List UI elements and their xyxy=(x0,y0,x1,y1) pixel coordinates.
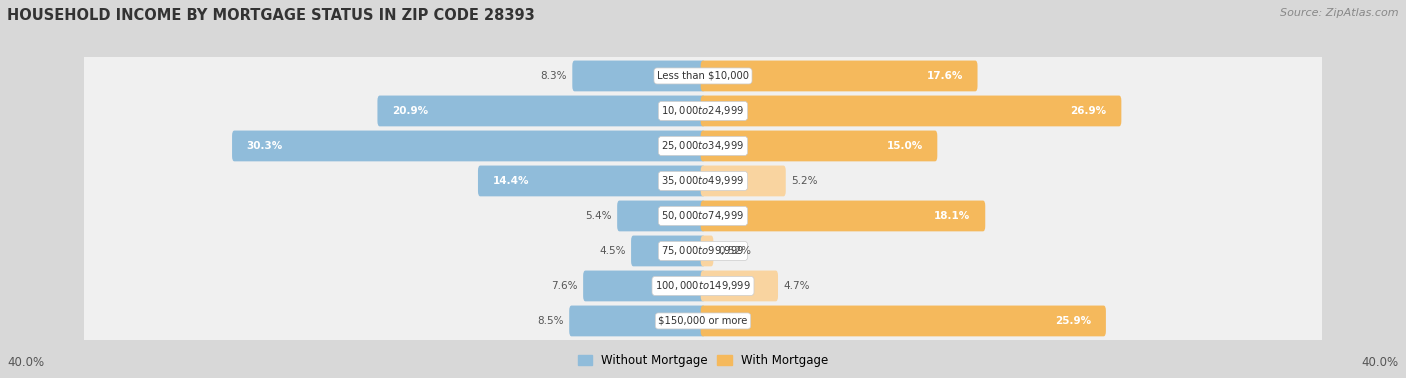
Text: 14.4%: 14.4% xyxy=(492,176,529,186)
Text: 5.4%: 5.4% xyxy=(585,211,612,221)
Text: 5.2%: 5.2% xyxy=(792,176,818,186)
Text: $100,000 to $149,999: $100,000 to $149,999 xyxy=(655,279,751,293)
Text: 20.9%: 20.9% xyxy=(392,106,429,116)
FancyBboxPatch shape xyxy=(83,263,1323,308)
Text: 8.5%: 8.5% xyxy=(537,316,564,326)
FancyBboxPatch shape xyxy=(572,60,706,91)
Text: 4.7%: 4.7% xyxy=(783,281,810,291)
FancyBboxPatch shape xyxy=(83,88,1323,133)
Text: 7.6%: 7.6% xyxy=(551,281,578,291)
FancyBboxPatch shape xyxy=(377,96,706,126)
Text: 17.6%: 17.6% xyxy=(927,71,963,81)
FancyBboxPatch shape xyxy=(83,229,1323,273)
Text: 40.0%: 40.0% xyxy=(7,356,44,369)
Text: 15.0%: 15.0% xyxy=(886,141,922,151)
Text: $10,000 to $24,999: $10,000 to $24,999 xyxy=(661,104,745,118)
Text: Less than $10,000: Less than $10,000 xyxy=(657,71,749,81)
FancyBboxPatch shape xyxy=(83,194,1323,239)
Text: 40.0%: 40.0% xyxy=(1362,356,1399,369)
FancyBboxPatch shape xyxy=(700,305,1107,336)
Text: Source: ZipAtlas.com: Source: ZipAtlas.com xyxy=(1281,8,1399,17)
Legend: Without Mortgage, With Mortgage: Without Mortgage, With Mortgage xyxy=(574,350,832,372)
Text: 0.52%: 0.52% xyxy=(718,246,752,256)
Text: 18.1%: 18.1% xyxy=(935,211,970,221)
FancyBboxPatch shape xyxy=(232,130,706,161)
Text: $75,000 to $99,999: $75,000 to $99,999 xyxy=(661,245,745,257)
FancyBboxPatch shape xyxy=(631,235,706,266)
FancyBboxPatch shape xyxy=(82,226,1324,276)
FancyBboxPatch shape xyxy=(82,51,1324,101)
FancyBboxPatch shape xyxy=(82,296,1324,346)
FancyBboxPatch shape xyxy=(569,305,706,336)
Text: 4.5%: 4.5% xyxy=(599,246,626,256)
FancyBboxPatch shape xyxy=(700,166,786,196)
Text: 26.9%: 26.9% xyxy=(1070,106,1107,116)
FancyBboxPatch shape xyxy=(82,191,1324,241)
FancyBboxPatch shape xyxy=(700,201,986,231)
Text: HOUSEHOLD INCOME BY MORTGAGE STATUS IN ZIP CODE 28393: HOUSEHOLD INCOME BY MORTGAGE STATUS IN Z… xyxy=(7,8,534,23)
Text: 8.3%: 8.3% xyxy=(540,71,567,81)
Text: $50,000 to $74,999: $50,000 to $74,999 xyxy=(661,209,745,222)
FancyBboxPatch shape xyxy=(617,201,706,231)
FancyBboxPatch shape xyxy=(83,54,1323,98)
FancyBboxPatch shape xyxy=(83,158,1323,203)
Text: $150,000 or more: $150,000 or more xyxy=(658,316,748,326)
FancyBboxPatch shape xyxy=(82,156,1324,206)
FancyBboxPatch shape xyxy=(478,166,706,196)
FancyBboxPatch shape xyxy=(700,235,713,266)
FancyBboxPatch shape xyxy=(83,124,1323,168)
FancyBboxPatch shape xyxy=(82,121,1324,171)
Text: 25.9%: 25.9% xyxy=(1054,316,1091,326)
FancyBboxPatch shape xyxy=(83,299,1323,343)
FancyBboxPatch shape xyxy=(82,261,1324,311)
FancyBboxPatch shape xyxy=(700,96,1122,126)
FancyBboxPatch shape xyxy=(583,271,706,301)
FancyBboxPatch shape xyxy=(700,130,938,161)
FancyBboxPatch shape xyxy=(700,271,778,301)
Text: 30.3%: 30.3% xyxy=(247,141,283,151)
FancyBboxPatch shape xyxy=(82,86,1324,136)
FancyBboxPatch shape xyxy=(700,60,977,91)
Text: $25,000 to $34,999: $25,000 to $34,999 xyxy=(661,139,745,152)
Text: $35,000 to $49,999: $35,000 to $49,999 xyxy=(661,175,745,187)
